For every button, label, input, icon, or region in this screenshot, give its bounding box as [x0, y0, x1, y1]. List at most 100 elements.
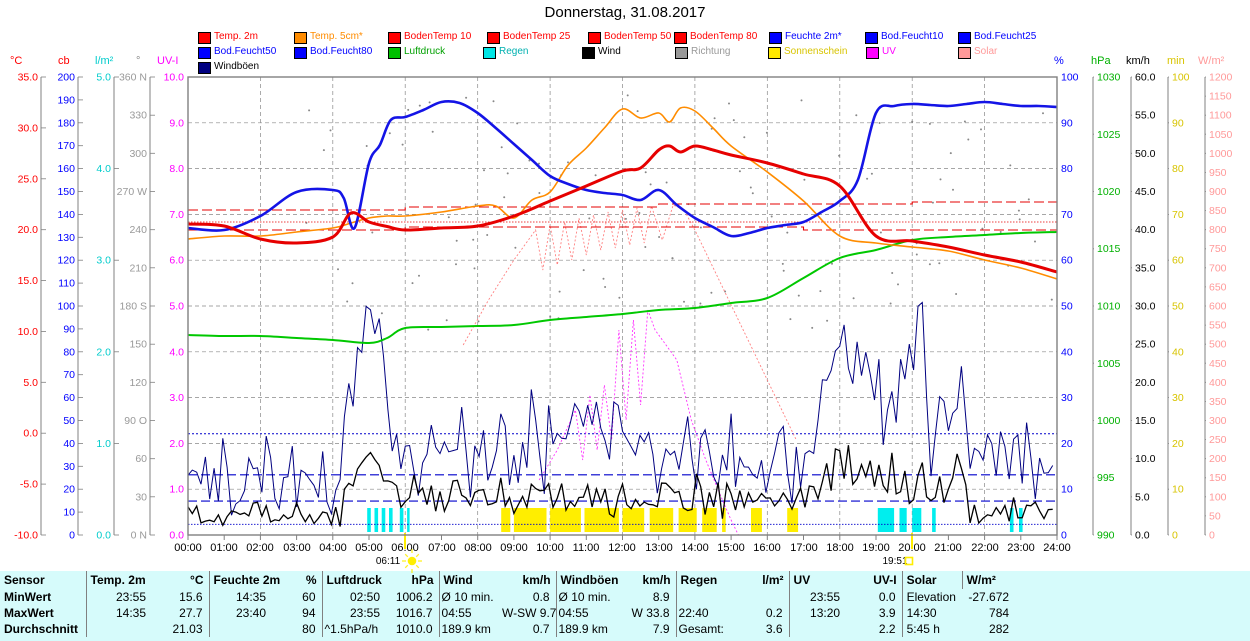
svg-text:1.0: 1.0: [169, 484, 184, 496]
svg-text:330: 330: [129, 110, 147, 122]
svg-text:70: 70: [1172, 209, 1184, 221]
svg-text:100: 100: [1061, 72, 1079, 84]
svg-text:30: 30: [1061, 392, 1073, 404]
svg-text:10: 10: [1061, 484, 1073, 496]
svg-text:400: 400: [1209, 377, 1227, 389]
svg-text:15.0: 15.0: [1135, 415, 1156, 427]
svg-text:00:00: 00:00: [174, 542, 202, 554]
svg-text:7.0: 7.0: [169, 209, 184, 221]
svg-text:30: 30: [1172, 392, 1184, 404]
svg-text:05:00: 05:00: [355, 542, 383, 554]
svg-text:0.0: 0.0: [169, 530, 184, 542]
svg-text:200: 200: [57, 72, 75, 84]
svg-text:100: 100: [57, 301, 75, 313]
svg-text:360 N: 360 N: [119, 72, 147, 84]
svg-text:350: 350: [1209, 396, 1227, 408]
svg-text:1015: 1015: [1097, 243, 1121, 255]
svg-text:25.0: 25.0: [1135, 339, 1156, 351]
svg-text:5.0: 5.0: [96, 72, 111, 84]
svg-text:55.0: 55.0: [1135, 110, 1156, 122]
svg-text:600: 600: [1209, 301, 1227, 313]
svg-text:30: 30: [63, 461, 75, 473]
svg-text:5.0: 5.0: [23, 377, 38, 389]
svg-text:20.0: 20.0: [1135, 377, 1156, 389]
svg-text:0: 0: [1172, 530, 1178, 542]
svg-text:150: 150: [1209, 472, 1227, 484]
svg-text:08:00: 08:00: [464, 542, 492, 554]
svg-text:190: 190: [57, 94, 75, 106]
svg-text:2.0: 2.0: [96, 346, 111, 358]
svg-text:140: 140: [57, 209, 75, 221]
svg-text:200: 200: [1209, 453, 1227, 465]
svg-text:40.0: 40.0: [1135, 224, 1156, 236]
svg-text:120: 120: [57, 255, 75, 267]
svg-text:60: 60: [135, 453, 147, 465]
svg-text:1005: 1005: [1097, 358, 1121, 370]
svg-text:23:00: 23:00: [1007, 542, 1035, 554]
svg-text:15:00: 15:00: [717, 542, 745, 554]
svg-text:50: 50: [1061, 301, 1073, 313]
svg-text:950: 950: [1209, 167, 1227, 179]
svg-text:9.0: 9.0: [169, 117, 184, 129]
svg-text:0.0: 0.0: [1135, 530, 1150, 542]
svg-text:210: 210: [129, 262, 147, 274]
svg-text:6.0: 6.0: [169, 255, 184, 267]
svg-text:130: 130: [57, 232, 75, 244]
svg-text:30.0: 30.0: [1135, 301, 1156, 313]
svg-text:750: 750: [1209, 243, 1227, 255]
svg-text:240: 240: [129, 224, 147, 236]
svg-text:24:00: 24:00: [1043, 542, 1071, 554]
svg-text:10.0: 10.0: [18, 326, 39, 338]
svg-text:120: 120: [129, 377, 147, 389]
svg-text:19:51: 19:51: [882, 556, 907, 567]
svg-text:0: 0: [1209, 530, 1215, 542]
svg-text:20: 20: [1172, 438, 1184, 450]
svg-text:180: 180: [57, 117, 75, 129]
svg-text:35.0: 35.0: [18, 72, 39, 84]
svg-text:250: 250: [1209, 434, 1227, 446]
svg-text:16:00: 16:00: [753, 542, 781, 554]
svg-text:40: 40: [1172, 346, 1184, 358]
svg-text:50: 50: [1209, 510, 1221, 522]
svg-text:450: 450: [1209, 358, 1227, 370]
svg-text:1.0: 1.0: [96, 438, 111, 450]
svg-text:10.0: 10.0: [164, 72, 185, 84]
svg-text:1000: 1000: [1209, 148, 1233, 160]
svg-text:17:00: 17:00: [790, 542, 818, 554]
svg-text:80: 80: [63, 346, 75, 358]
svg-text:3.0: 3.0: [169, 392, 184, 404]
svg-text:13:00: 13:00: [645, 542, 673, 554]
svg-text:50: 50: [63, 415, 75, 427]
svg-text:90: 90: [1061, 117, 1073, 129]
svg-text:35.0: 35.0: [1135, 262, 1156, 274]
svg-text:09:00: 09:00: [500, 542, 528, 554]
svg-text:110: 110: [58, 278, 75, 290]
svg-text:10:00: 10:00: [536, 542, 564, 554]
svg-text:50.0: 50.0: [1135, 148, 1156, 160]
svg-text:19:00: 19:00: [862, 542, 890, 554]
svg-text:700: 700: [1209, 262, 1227, 274]
svg-text:8.0: 8.0: [169, 163, 184, 175]
svg-text:45.0: 45.0: [1135, 186, 1156, 198]
svg-text:30.0: 30.0: [18, 122, 39, 134]
svg-text:20.0: 20.0: [18, 224, 39, 236]
svg-text:20: 20: [1061, 438, 1073, 450]
svg-text:1025: 1025: [1097, 129, 1121, 141]
svg-text:995: 995: [1097, 472, 1115, 484]
svg-text:90 O: 90 O: [124, 415, 147, 427]
svg-text:0: 0: [1061, 530, 1067, 542]
svg-text:1020: 1020: [1097, 186, 1121, 198]
svg-text:5.0: 5.0: [1135, 491, 1150, 503]
svg-text:650: 650: [1209, 281, 1227, 293]
svg-text:50: 50: [1172, 301, 1184, 313]
svg-text:150: 150: [57, 186, 75, 198]
svg-text:01:00: 01:00: [210, 542, 238, 554]
svg-text:90: 90: [1172, 117, 1184, 129]
svg-text:40: 40: [1061, 346, 1073, 358]
svg-text:1010: 1010: [1097, 301, 1121, 313]
svg-text:170: 170: [57, 140, 75, 152]
svg-text:60.0: 60.0: [1135, 72, 1156, 84]
svg-text:0: 0: [69, 530, 75, 542]
svg-text:300: 300: [1209, 415, 1227, 427]
svg-text:80: 80: [1172, 163, 1184, 175]
